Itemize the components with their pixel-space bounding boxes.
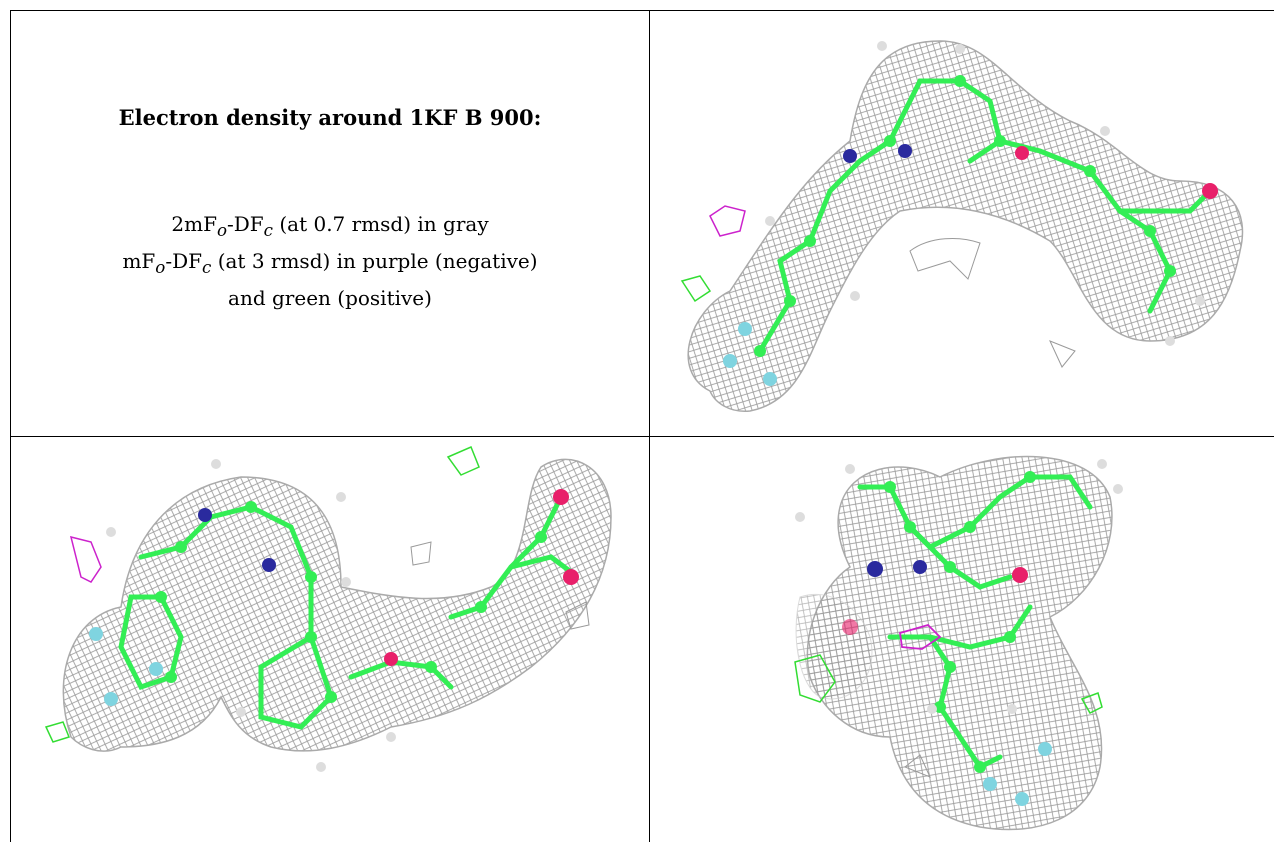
nitrogen-atom bbox=[898, 144, 912, 158]
negative-density-blob bbox=[709, 205, 746, 237]
fluorine-atom bbox=[1038, 742, 1052, 756]
table-middle-border bbox=[10, 436, 1274, 437]
table-left-border bbox=[10, 10, 11, 842]
molecule-render-2 bbox=[44, 446, 612, 772]
molecule-render-3 bbox=[794, 455, 1123, 831]
legend-line-colors: and green (positive) bbox=[228, 286, 432, 310]
legend-line-mfo: mFo-DFc (at 3 rmsd) in purple (negative) bbox=[11, 246, 649, 283]
figure-title: Electron density around 1KF B 900: bbox=[118, 105, 542, 130]
positive-density-blob bbox=[1080, 692, 1103, 714]
caption-cell: Electron density around 1KF B 900: 2mFo-… bbox=[11, 11, 649, 436]
density-view-top-right bbox=[650, 11, 1274, 436]
atoms bbox=[723, 41, 1218, 386]
fluorine-atom bbox=[149, 662, 163, 676]
oxygen-atom bbox=[1202, 183, 1218, 199]
fluorine-atom bbox=[1015, 792, 1029, 806]
oxygen-atom bbox=[1012, 567, 1028, 583]
table-top-border bbox=[10, 10, 1274, 11]
legend-subscript: c bbox=[263, 221, 273, 240]
density-view-bottom-right bbox=[650, 437, 1274, 842]
density-fragment bbox=[565, 601, 590, 630]
nitrogen-atom bbox=[198, 508, 212, 522]
fluorine-atom bbox=[983, 777, 997, 791]
nitrogen-atom bbox=[913, 560, 927, 574]
density-fragment bbox=[1049, 340, 1076, 368]
legend-subscript: o bbox=[155, 258, 166, 277]
legend-text: -DF bbox=[165, 249, 202, 273]
atoms bbox=[89, 459, 579, 772]
density-mesh bbox=[687, 40, 1244, 412]
fluorine-atom bbox=[89, 627, 103, 641]
negative-density-blob bbox=[898, 623, 942, 650]
table-center-border bbox=[649, 10, 650, 842]
oxygen-atom bbox=[842, 619, 858, 635]
molecule-render-1 bbox=[680, 40, 1244, 412]
legend-text: mF bbox=[122, 249, 156, 273]
density-view-bottom-left bbox=[11, 437, 649, 842]
fluorine-atom bbox=[723, 354, 737, 368]
fluorine-atom bbox=[738, 322, 752, 336]
legend-text: (at 3 rmsd) in purple (negative) bbox=[211, 249, 538, 273]
positive-density-blob bbox=[680, 275, 712, 303]
legend-subscript: c bbox=[202, 258, 212, 277]
positive-density-blob bbox=[446, 446, 480, 476]
negative-density-blob bbox=[69, 535, 102, 583]
nitrogen-atom bbox=[867, 561, 883, 577]
atoms bbox=[795, 459, 1123, 806]
legend-subscript: o bbox=[216, 221, 227, 240]
density-fragment bbox=[904, 754, 931, 778]
oxygen-atom bbox=[1015, 146, 1029, 160]
positive-density-blob bbox=[794, 654, 836, 703]
nitrogen-atom bbox=[843, 149, 857, 163]
positive-density-blob bbox=[44, 721, 70, 743]
density-fragment bbox=[909, 238, 981, 280]
density-legend: 2mFo-DFc (at 0.7 rmsd) in gray mFo-DFc (… bbox=[11, 209, 649, 314]
fluorine-atom bbox=[104, 692, 118, 706]
oxygen-atom bbox=[384, 652, 398, 666]
density-fragment bbox=[410, 541, 432, 566]
nitrogen-atom bbox=[262, 558, 276, 572]
density-mesh bbox=[62, 458, 612, 752]
legend-text: (at 0.7 rmsd) in gray bbox=[273, 212, 489, 236]
oxygen-atom bbox=[563, 569, 579, 585]
legend-text: -DF bbox=[226, 212, 264, 236]
oxygen-atom bbox=[553, 489, 569, 505]
fluorine-atom bbox=[763, 372, 777, 386]
legend-line-2mfo: 2mFo-DFc (at 0.7 rmsd) in gray bbox=[11, 209, 649, 246]
legend-text: 2mF bbox=[171, 212, 217, 236]
